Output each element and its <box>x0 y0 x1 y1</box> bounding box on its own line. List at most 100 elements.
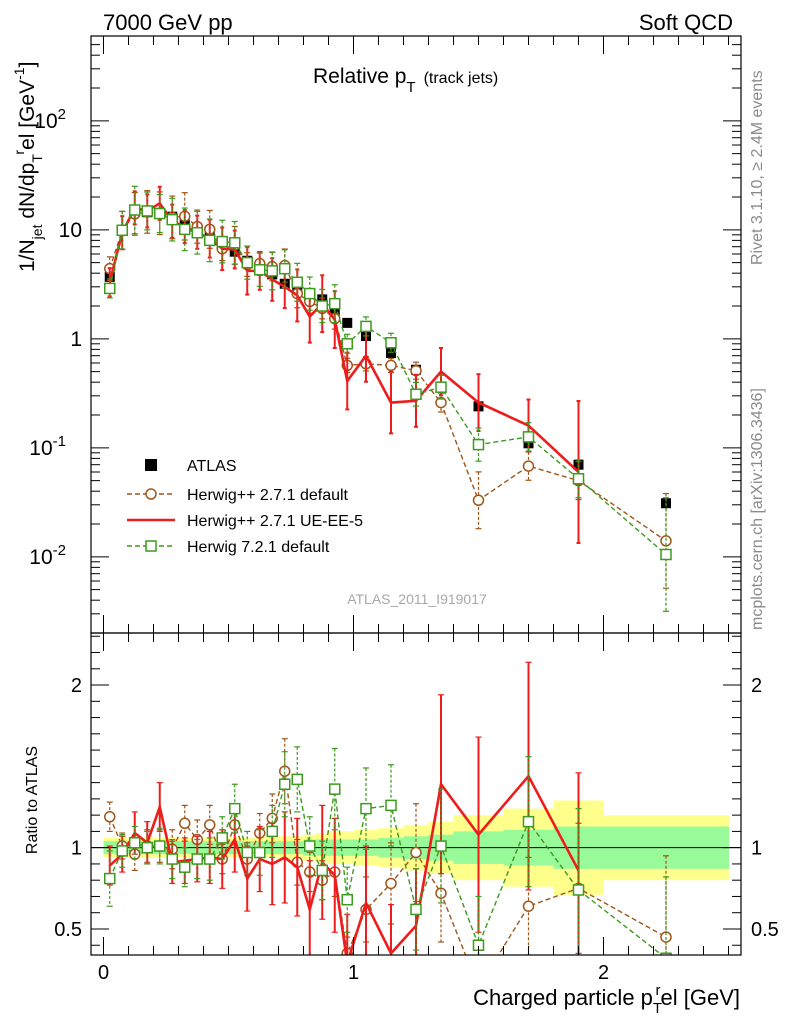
ratio-point <box>572 884 585 896</box>
data-point <box>191 226 203 239</box>
data-point <box>154 207 166 220</box>
ratio-point <box>410 846 422 859</box>
data-point <box>241 256 253 269</box>
ratio-point <box>522 900 535 912</box>
ratio-point <box>204 819 216 831</box>
ratio-point <box>360 802 372 815</box>
x-axis-label: Charged particle pTrel [GeV] <box>473 982 740 1017</box>
legend-label: Herwig++ 2.7.1 default <box>187 487 349 504</box>
legend-label: ATLAS <box>187 458 237 475</box>
legend-marker <box>145 459 157 471</box>
ratio-point <box>104 811 116 823</box>
ratio-point <box>385 877 397 890</box>
data-point <box>342 317 353 328</box>
ratio-point <box>316 864 328 877</box>
data-point <box>472 494 485 507</box>
ratio-y-tick-label-right: 1 <box>751 838 762 860</box>
data-point <box>522 431 535 443</box>
data-point <box>179 223 191 236</box>
ratio-point <box>141 841 153 854</box>
ratio-point <box>229 802 241 815</box>
x-tick-label: 1 <box>348 962 359 984</box>
legend-label: Herwig++ 2.7.1 UE-EE-5 <box>187 513 363 530</box>
ratio-point <box>241 846 253 859</box>
ratio-series-line <box>109 771 667 955</box>
legend-marker <box>145 540 157 552</box>
data-point <box>229 237 241 249</box>
ratio-point <box>279 765 291 777</box>
ratio-point <box>154 840 166 852</box>
main-y-axis-label: 1/Njet dN/dpTrel [GeV-1] <box>11 62 45 272</box>
data-point <box>266 265 278 277</box>
legend: ATLAS Herwig++ 2.7.1 default Herwig++ 2.7.… <box>127 458 363 556</box>
main-plot-panel: 10-2 10-1 1 10 102 Relative pT (track jets) 1… <box>11 35 742 634</box>
ratio-y-axis-label: Ratio to ATLAS <box>24 746 41 854</box>
data-point <box>410 388 422 401</box>
ratio-point <box>266 825 278 838</box>
legend-label: Herwig 7.2.1 default <box>187 539 330 556</box>
ratio-point <box>522 815 535 828</box>
ratio-point <box>279 778 291 790</box>
ratio-point <box>191 853 203 865</box>
legend-marker <box>145 488 157 500</box>
header-right-label: Soft QCD <box>639 10 733 35</box>
y-tick-label: 102 <box>34 106 66 133</box>
data-point <box>660 548 672 561</box>
series-line <box>109 209 667 556</box>
ratio-point <box>329 783 341 795</box>
title-sub: T <box>406 79 415 96</box>
ratio-point <box>660 952 672 955</box>
ratio-point <box>179 861 191 873</box>
ratio-plot-panel: 0.5 0.5 1 1 2 2 0 1 2 Ratio to ATLAS Charged par… <box>24 632 779 1017</box>
ratio-point <box>385 799 397 812</box>
x-tick-label: 2 <box>598 962 609 984</box>
y-tick-label: 1 <box>70 328 82 351</box>
data-point <box>204 234 216 247</box>
data-point <box>360 320 372 333</box>
ratio-point <box>435 840 447 852</box>
ratio-point <box>166 853 178 865</box>
data-point <box>435 381 447 393</box>
ratio-plot-frame <box>90 632 742 956</box>
ratio-point <box>129 837 141 849</box>
ratio-point <box>204 853 216 865</box>
ratio-point <box>341 893 353 906</box>
ratio-series-line <box>108 773 580 955</box>
series-line <box>108 201 580 473</box>
data-point <box>316 300 328 312</box>
ratio-point <box>254 846 266 859</box>
header-left-label: 7000 GeV pp <box>103 10 233 35</box>
data-point <box>279 262 291 275</box>
ratio-point <box>216 832 228 844</box>
ratio-point <box>179 817 191 830</box>
ratio-point <box>410 903 422 916</box>
ratio-series-dashed-square <box>104 746 672 955</box>
x-tick-label: 0 <box>98 962 109 984</box>
ratio-point <box>304 840 316 852</box>
data-point <box>254 264 266 276</box>
data-point <box>572 473 585 485</box>
data-point <box>660 535 672 547</box>
analysis-id-label: ATLAS_2011_I919017 <box>347 591 487 607</box>
ratio-point <box>116 845 128 857</box>
data-point <box>129 204 141 216</box>
data-point <box>166 213 178 226</box>
data-point <box>385 337 397 349</box>
data-point <box>522 460 535 472</box>
title-suffix: (track jets) <box>424 70 499 87</box>
ratio-series-line <box>109 778 663 955</box>
data-point <box>216 235 228 248</box>
data-point <box>291 276 303 289</box>
rivet-version-label: Rivet 3.1.10, ≥ 2.4M events <box>749 70 766 265</box>
data-point <box>104 282 116 295</box>
ratio-y-tick-label-right: 0.5 <box>751 919 779 941</box>
ratio-y-tick-label: 2 <box>71 675 82 697</box>
data-point <box>141 205 153 217</box>
series-dashed-square <box>104 185 672 612</box>
ratio-y-tick-label-right: 2 <box>751 675 762 697</box>
y-tick-label: 10-1 <box>29 433 66 460</box>
main-plot-title: Relative pT (track jets) <box>313 65 498 96</box>
ratio-y-tick-label: 1 <box>71 838 82 860</box>
data-point <box>385 359 397 372</box>
